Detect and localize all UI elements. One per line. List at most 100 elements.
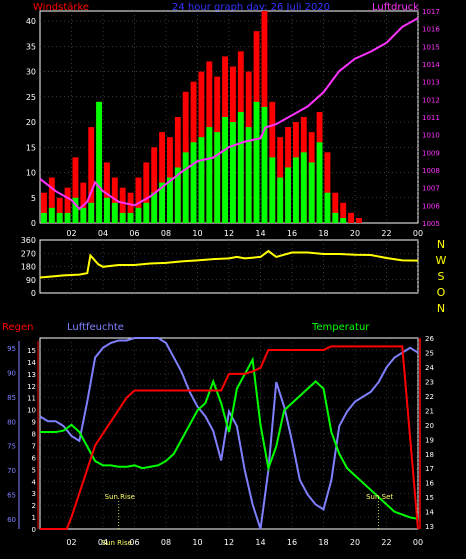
temperature-tick-label: 18	[425, 451, 434, 459]
temperature-tick-label: 24	[425, 364, 434, 372]
temperature-tick-label: 13	[425, 523, 434, 531]
pressure-tick-label: 1013	[422, 79, 440, 87]
climate-x-tick-label: 22	[381, 538, 391, 547]
wind-gust-bar	[48, 177, 55, 223]
wind-avg-bar	[64, 212, 71, 223]
climate-grid	[18, 338, 421, 529]
climate-x-tick-label: 12	[224, 538, 234, 547]
wind-header-label: Windstärke	[33, 2, 89, 13]
temperature-tick-label: 26	[425, 335, 434, 343]
temperature-label: Temperatur	[311, 322, 370, 333]
wind-gust-bar	[324, 152, 331, 223]
wind-x-tick-label: 12	[224, 229, 234, 238]
sunrise-tick-label: Sun Rise	[102, 539, 132, 547]
humidity-tick-label: 60	[7, 516, 16, 524]
wind-tick-label: 0	[31, 219, 36, 228]
climate-x-tick-label: 10	[192, 538, 202, 547]
wind-gust-bar	[332, 192, 339, 223]
wind-avg-bar	[230, 122, 236, 223]
wind-avg-bar	[277, 177, 284, 223]
climate-x-tick-label: 06	[129, 538, 139, 547]
direction-tick-label: 270	[21, 249, 36, 258]
pressure-tick-label: 1009	[422, 149, 440, 157]
rain-tick-label: 12	[27, 383, 36, 391]
pressure-header-label: Luftdruck	[372, 2, 419, 13]
wind-gust-bar	[348, 212, 354, 223]
wind-gust-bar	[119, 187, 126, 223]
wind-avg-bar	[308, 162, 315, 223]
wind-x-tick-label: 16	[287, 229, 297, 238]
wind-avg-bar	[174, 167, 181, 223]
pressure-tick-label: 1007	[422, 185, 440, 193]
pressure-tick-label: 1006	[422, 202, 440, 210]
wind-grid	[40, 11, 419, 223]
wind-avg-bar	[340, 217, 347, 223]
wind-gust-bar	[340, 202, 347, 223]
compass-label: N	[437, 302, 445, 315]
wind-gust-bar	[135, 177, 142, 223]
wind-avg-bar	[190, 142, 197, 223]
rain-tick-label: 9	[32, 419, 36, 427]
pressure-tick-label: 1015	[422, 43, 440, 51]
wind-avg-bar	[41, 212, 47, 223]
wind-tick-label: 25	[26, 93, 36, 102]
rain-line	[40, 345, 419, 530]
rain-tick-label: 6	[32, 454, 37, 462]
temperature-line	[40, 356, 419, 520]
wind-avg-bar	[300, 152, 307, 223]
direction-line-group	[39, 249, 419, 279]
wind-avg-bar	[135, 207, 142, 223]
temperature-tick-label: 22	[425, 393, 434, 401]
wind-avg-bar	[182, 152, 189, 223]
wind-avg-bar	[159, 182, 165, 223]
temperature-tick-label: 25	[425, 349, 434, 357]
rain-tick-label: 2	[32, 502, 36, 510]
pressure-tick-label: 1008	[422, 167, 440, 175]
wind-x-tick-label: 10	[192, 229, 202, 238]
wind-x-tick-label: 20	[350, 229, 360, 238]
wind-avg-bar	[119, 212, 126, 223]
pressure-line-group	[39, 17, 419, 211]
climate-x-tick-label: 20	[350, 538, 360, 547]
wind-avg-bar	[253, 101, 260, 223]
wind-avg-bar	[198, 137, 205, 223]
wind-gust-bar	[356, 217, 362, 223]
wind-avg-bar	[293, 157, 299, 223]
climate-x-tick-label: 16	[287, 538, 297, 547]
wind-avg-bar	[127, 212, 134, 223]
direction-grid	[40, 240, 419, 293]
compass-label: O	[437, 286, 446, 299]
climate-x-tick-label: 08	[161, 538, 171, 547]
wind-avg-bar	[222, 117, 228, 223]
humidity-tick-label: 85	[7, 394, 16, 402]
compass-label: S	[438, 270, 445, 283]
wind-avg-bar	[143, 202, 150, 223]
wind-avg-bar	[104, 197, 110, 223]
wind-x-tick-label: 14	[255, 229, 265, 238]
temperature-axis-ticks: 13 14 15 16 17 18 19 20 21 22 23 24 25 26	[425, 335, 434, 531]
direction-axis-ticks: 0 90 180 270 360	[21, 236, 36, 298]
direction-line	[39, 249, 419, 279]
rain-tick-label: 8	[32, 431, 36, 439]
climate-lines	[39, 337, 419, 530]
wind-bars	[41, 11, 362, 224]
sun-markers: Sun Rise Sun Set	[105, 493, 393, 529]
wind-tick-label: 15	[26, 143, 36, 152]
wind-avg-bar	[151, 192, 158, 223]
compass-label: W	[436, 254, 447, 267]
temperature-tick-label: 17	[425, 465, 434, 473]
rain-tick-label: 13	[27, 371, 36, 379]
wind-gust-bar	[127, 192, 134, 223]
compass-label: N	[437, 238, 445, 251]
pressure-tick-label: 1012	[422, 96, 440, 104]
wind-gust-bar	[80, 182, 87, 223]
temperature-tick-label: 23	[425, 378, 434, 386]
wind-avg-bar	[261, 106, 268, 223]
rain-tick-label: 15	[27, 347, 36, 355]
wind-x-tick-label: 06	[129, 229, 139, 238]
pressure-tick-label: 1010	[422, 132, 440, 140]
humidity-label: Luftfeuchte	[67, 322, 124, 333]
